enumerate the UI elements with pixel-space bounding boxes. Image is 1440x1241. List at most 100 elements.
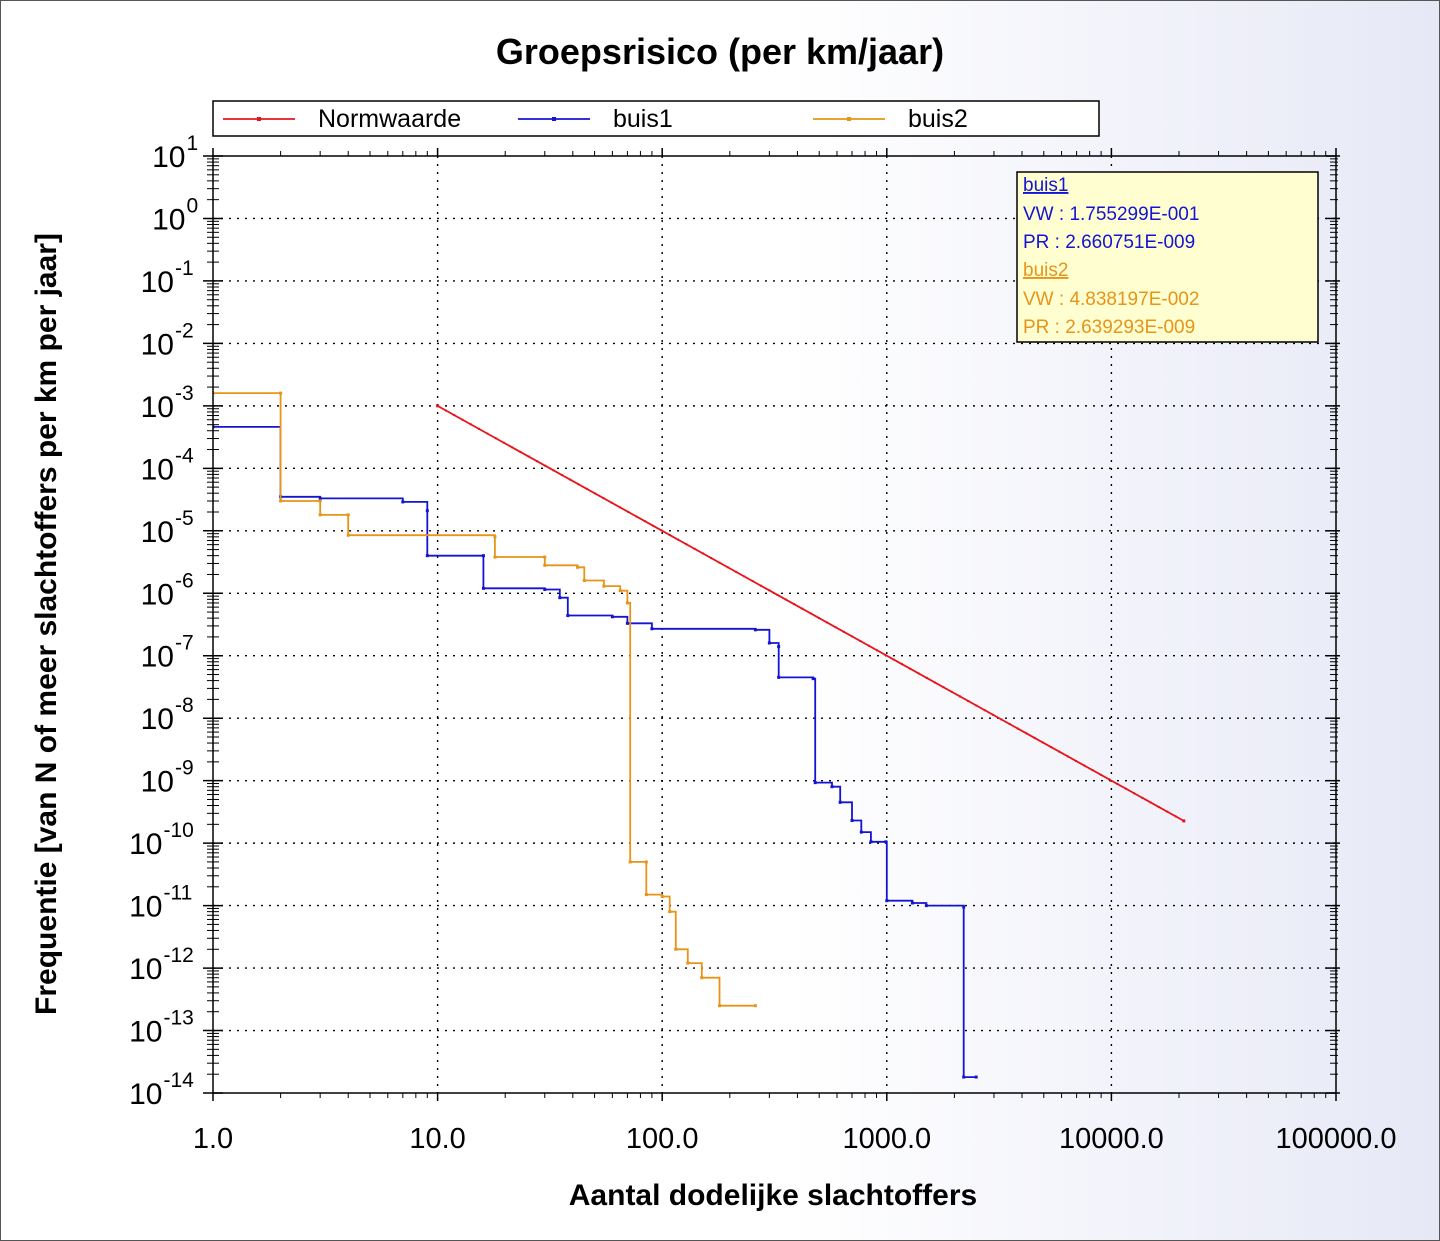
series-buis1: [213, 425, 978, 1079]
line-marker: [983, 709, 986, 712]
data-point: [777, 645, 781, 649]
data-point: [618, 589, 622, 593]
data-point: [850, 819, 854, 823]
data-point: [813, 781, 817, 785]
line-marker: [925, 676, 928, 679]
line-marker: [793, 603, 796, 606]
y-tick-label-exponent: -3: [175, 382, 194, 405]
info-entry-line: VW : 4.838197E-002: [1023, 289, 1199, 310]
line-marker: [743, 575, 746, 578]
info-entry-title: buis2: [1023, 260, 1068, 281]
line-marker: [768, 589, 771, 592]
y-tick-label: 10 -4: [141, 444, 194, 486]
data-point: [625, 601, 629, 605]
data-point: [279, 391, 283, 395]
data-point: [318, 496, 322, 500]
line-marker: [677, 538, 680, 541]
y-tick-label-exponent: -6: [175, 569, 194, 592]
data-point: [558, 596, 562, 600]
y-tick-label-exponent: -11: [164, 882, 193, 905]
info-entry-line: PR : 2.660751E-009: [1023, 232, 1195, 253]
legend-box: [212, 100, 1100, 137]
y-tick-label-base: 10: [141, 766, 174, 799]
line-marker: [560, 474, 563, 477]
line-marker: [594, 492, 597, 495]
info-box-background: [1016, 171, 1319, 343]
data-point: [582, 579, 586, 583]
plot-border: [212, 155, 1337, 1094]
line-marker: [967, 699, 970, 702]
data-point: [610, 615, 614, 619]
line-marker: [1008, 723, 1011, 726]
y-tick-label-base: 10: [141, 391, 174, 424]
y-tick-label-exponent: 0: [187, 194, 199, 217]
data-point: [668, 910, 672, 914]
line-marker: [801, 607, 804, 610]
data-point: [425, 509, 429, 513]
data-point: [910, 901, 914, 905]
data-point: [318, 499, 322, 503]
line-marker: [1108, 778, 1111, 781]
data-point: [753, 628, 757, 632]
y-tick-label-base: 10: [129, 1078, 162, 1111]
line-marker: [469, 423, 472, 426]
y-tick-label-base: 10: [141, 578, 174, 611]
info-entry-line: PR : 2.639293E-009: [1023, 317, 1195, 338]
line-marker: [652, 524, 655, 527]
line-marker: [776, 593, 779, 596]
data-point: [346, 533, 350, 537]
y-tick-label-base: 10: [141, 266, 174, 299]
data-point: [686, 961, 690, 965]
line-marker: [726, 566, 729, 569]
data-point: [543, 563, 547, 567]
line-marker: [1016, 727, 1019, 730]
y-tick-label-exponent: -2: [175, 319, 194, 342]
data-point: [425, 554, 429, 558]
line-marker: [618, 506, 621, 509]
line-marker: [884, 653, 887, 656]
line-marker: [585, 487, 588, 490]
line-marker: [751, 580, 754, 583]
data-point: [777, 675, 781, 679]
x-tick-label: 1000.0: [842, 1123, 931, 1155]
line-marker: [511, 446, 514, 449]
data-point: [644, 860, 648, 864]
y-tick-label: 10 -6: [141, 569, 194, 611]
y-tick-label-base: 10: [152, 141, 185, 174]
line-marker: [1050, 746, 1053, 749]
y-tick-label: 10 -13: [129, 1007, 194, 1049]
line-marker: [685, 543, 688, 546]
line-marker: [461, 418, 464, 421]
y-axis-label: Frequentie [van N of meer slachtoffers p…: [30, 233, 63, 1015]
line-marker: [1157, 806, 1160, 809]
data-point: [885, 899, 889, 903]
data-point: [493, 555, 497, 559]
legend-item-normwaarde: Normwaarde: [223, 105, 461, 133]
y-tick-label: 10 -8: [141, 694, 194, 736]
data-point: [674, 947, 678, 951]
line-marker: [1066, 755, 1069, 758]
line-marker: [759, 584, 762, 587]
line-marker: [950, 690, 953, 693]
data-point: [962, 905, 966, 909]
data-point: [838, 800, 842, 804]
line-marker: [502, 441, 505, 444]
y-tick-label-exponent: -4: [175, 444, 194, 467]
legend-item-buis2: buis2: [813, 105, 968, 133]
line-marker: [494, 437, 497, 440]
data-point: [767, 641, 771, 645]
data-point: [859, 830, 863, 834]
line-marker: [693, 547, 696, 550]
line-marker: [735, 570, 738, 573]
series-line-buis2: [213, 392, 756, 1007]
y-tick-label: 10 0: [152, 194, 198, 236]
line-marker: [842, 630, 845, 633]
data-point: [481, 554, 485, 558]
y-tick-label-base: 10: [141, 453, 174, 486]
y-tick-label-base: 10: [129, 891, 162, 924]
line-marker: [1174, 815, 1177, 818]
data-point: [830, 785, 834, 789]
line-marker: [527, 455, 530, 458]
line-marker: [610, 501, 613, 504]
